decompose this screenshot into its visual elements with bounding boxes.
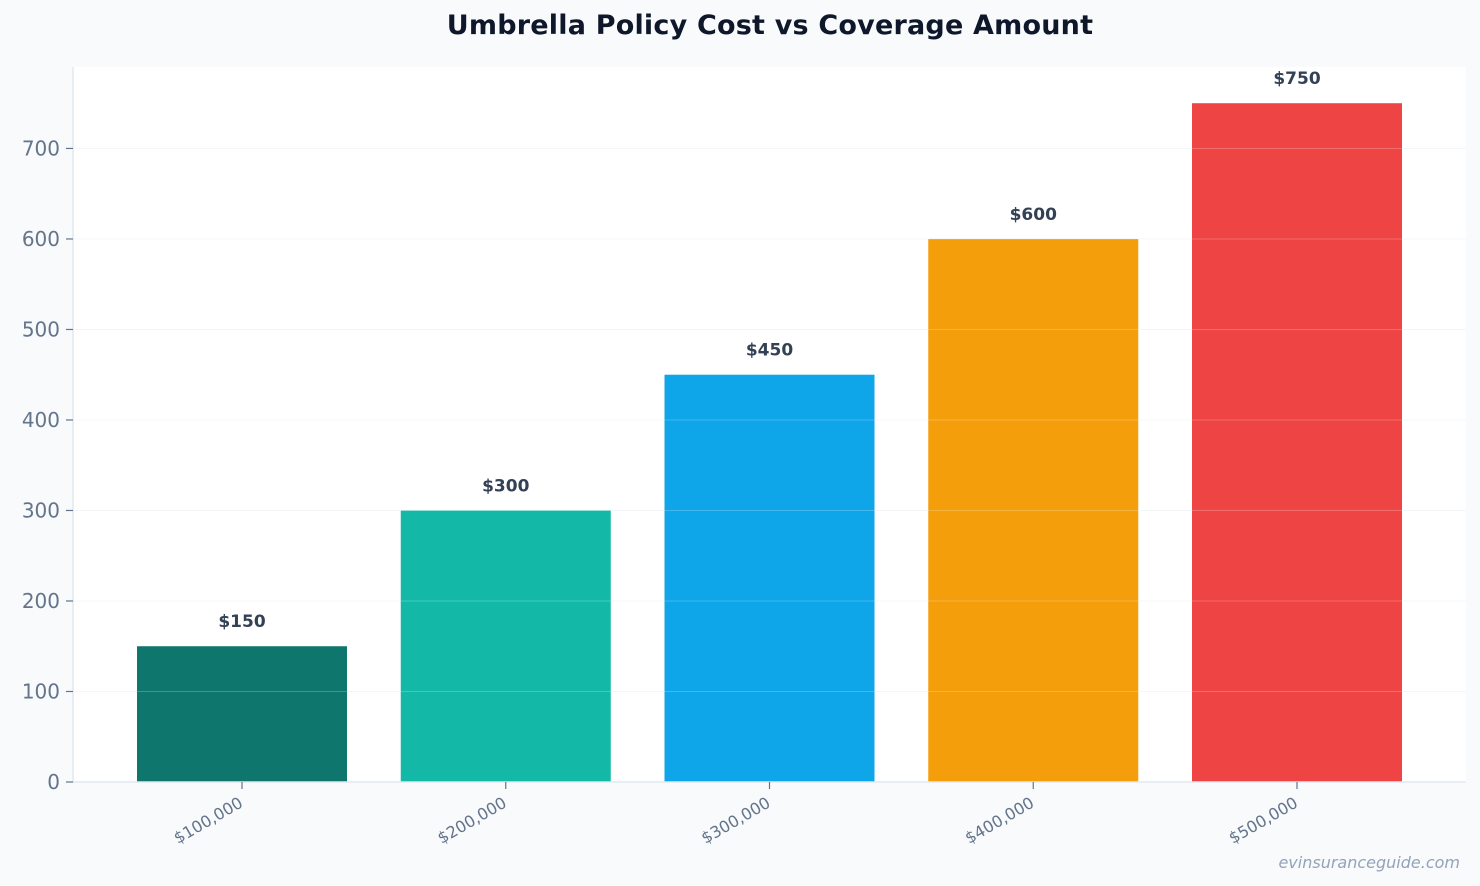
y-tick-label: 400: [22, 408, 60, 432]
value-label: $750: [1273, 69, 1320, 89]
value-label: $150: [218, 612, 265, 632]
x-tick-label: $300,000: [698, 793, 774, 848]
value-label: $450: [746, 341, 793, 361]
bar: [400, 510, 611, 782]
bar-grid-overlay: [73, 147, 1466, 692]
x-tick-label: $400,000: [962, 793, 1038, 848]
value-label: $600: [1010, 205, 1057, 225]
bar: [1192, 103, 1402, 783]
bars: [137, 103, 1402, 783]
value-labels: $150 $300 $450 $600 $750: [218, 69, 1320, 632]
watermark: evinsuranceguide.com: [1278, 853, 1460, 872]
y-tick-label: 200: [22, 589, 60, 613]
x-tick-label: $500,000: [1225, 793, 1301, 848]
y-axis-ticks: 0 100 200 300 400 500 600 700: [22, 136, 73, 794]
x-axis-ticks: $100,000 $200,000 $300,000 $400,000 $500,000: [170, 782, 1301, 848]
bar: [928, 238, 1139, 782]
y-tick-label: 500: [22, 317, 60, 341]
y-tick-label: 0: [47, 770, 60, 794]
bar: [664, 374, 875, 782]
y-tick-label: 600: [22, 227, 60, 251]
y-tick-label: 700: [22, 136, 60, 160]
value-label: $300: [482, 476, 529, 496]
y-tick-label: 100: [22, 679, 60, 703]
y-tick-label: 300: [22, 498, 60, 522]
x-tick-label: $100,000: [170, 793, 246, 848]
chart-title: Umbrella Policy Cost vs Coverage Amount: [446, 10, 1094, 41]
x-tick-label: $200,000: [434, 793, 510, 848]
bar: [137, 646, 347, 782]
